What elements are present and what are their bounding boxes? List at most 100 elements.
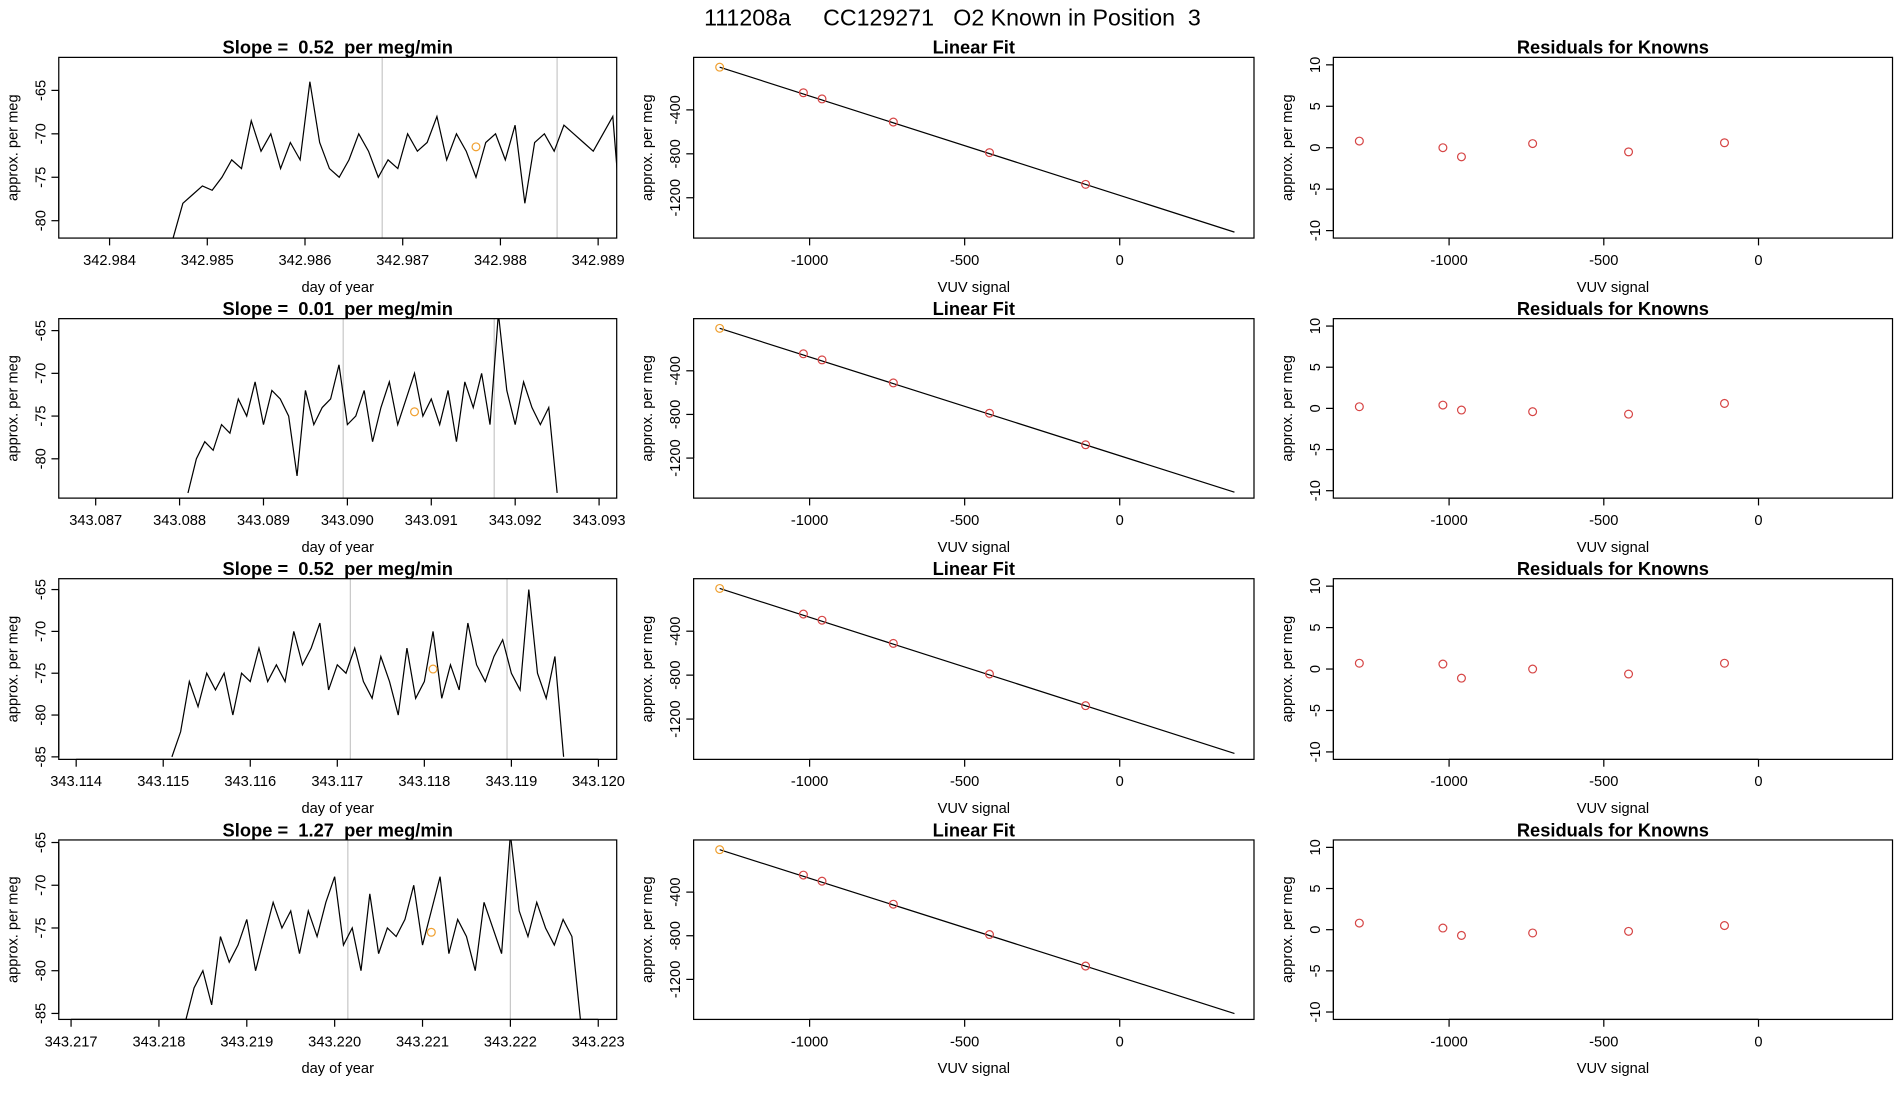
x-tick-label: 342.984 [83, 253, 136, 269]
y-axis-label: approx. per meg [1280, 616, 1296, 723]
panel: Linear Fit VUV signal approx. per meg -1000… [640, 37, 1255, 296]
data-line [187, 318, 558, 494]
x-tick-label: -1000 [791, 774, 828, 790]
data-line [171, 589, 565, 758]
x-tick-label: -500 [950, 1034, 979, 1050]
point [1438, 659, 1448, 669]
data-line [185, 839, 582, 1020]
point [1624, 926, 1634, 936]
y-tick-label: -5 [1308, 964, 1324, 977]
point [1719, 138, 1730, 148]
y-tick-label: -65 [33, 579, 49, 600]
fit-line [719, 66, 1235, 233]
plot-area [187, 318, 558, 499]
x-tick-label: 0 [1754, 253, 1762, 269]
plot-area [171, 578, 565, 760]
point [1719, 921, 1730, 931]
point [1456, 673, 1466, 683]
fit-line [719, 849, 1235, 1015]
point [1624, 409, 1634, 419]
point [1624, 147, 1634, 157]
point [888, 899, 898, 909]
y-axis-label: approx. per meg [640, 94, 656, 201]
x-tick-label: 343.087 [69, 513, 122, 529]
point [1081, 701, 1091, 711]
panel-title: Slope = 0.01 per meg/min [223, 298, 453, 319]
y-tick-label: -10 [1308, 741, 1324, 762]
plot-frame [58, 56, 618, 239]
known-point [428, 664, 438, 674]
x-tick-label: 343.119 [485, 774, 537, 790]
x-axis-label: VUV signal [938, 280, 1010, 296]
panel-title: Linear Fit [933, 558, 1015, 579]
plot-frame [1332, 839, 1894, 1021]
y-tick-label: 5 [1308, 884, 1324, 892]
x-tick-label: -1000 [1430, 513, 1467, 529]
panel-title: Slope = 1.27 per meg/min [223, 819, 453, 840]
x-tick-label: -1000 [1430, 1034, 1467, 1050]
y-tick-label: -65 [33, 832, 49, 853]
panel: Slope = 0.52 per meg/min day of year appro… [5, 37, 624, 296]
x-tick-label: 342.985 [181, 253, 234, 269]
y-axis-label: approx. per meg [5, 355, 21, 462]
panel-title: Linear Fit [933, 819, 1015, 840]
point [798, 88, 808, 98]
plot-frame [1332, 318, 1894, 499]
panel-title: Slope = 0.52 per meg/min [223, 37, 453, 58]
point [1354, 136, 1364, 146]
point [1528, 407, 1538, 417]
y-tick-label: -800 [668, 921, 684, 950]
x-tick-label: 0 [1754, 774, 1762, 790]
x-tick-label: 343.114 [50, 774, 102, 790]
point [984, 669, 994, 679]
x-tick-label: 343.120 [572, 774, 625, 790]
plot-frame [693, 578, 1255, 760]
x-axis-label: VUV signal [1577, 280, 1649, 296]
y-tick-label: 0 [1308, 926, 1324, 934]
point [817, 876, 827, 886]
x-tick-label: -1000 [1430, 253, 1467, 269]
x-tick-label: 0 [1116, 1034, 1124, 1050]
x-axis-label: day of year [302, 801, 375, 817]
x-tick-label: 0 [1116, 513, 1124, 529]
y-tick-label: -75 [33, 167, 49, 188]
x-axis-label: VUV signal [938, 801, 1010, 817]
y-tick-label: -400 [668, 95, 684, 124]
point [817, 355, 827, 365]
point [1456, 405, 1466, 415]
y-tick-label: -400 [668, 617, 684, 646]
y-tick-label: -800 [668, 139, 684, 168]
plot-area [715, 845, 1235, 1015]
known-point [426, 927, 436, 937]
y-tick-label: -80 [33, 704, 49, 725]
point [1528, 664, 1538, 674]
x-tick-label: 343.219 [220, 1034, 273, 1050]
x-axis-label: day of year [302, 280, 375, 296]
x-tick-label: 343.115 [137, 774, 189, 790]
plot-area [715, 323, 1235, 493]
y-tick-label: 0 [1308, 665, 1324, 673]
y-tick-label: 10 [1308, 57, 1324, 73]
x-tick-label: 343.088 [153, 513, 206, 529]
plot-frame [58, 318, 618, 499]
y-tick-label: -75 [33, 663, 49, 684]
plot-area [1354, 136, 1730, 162]
panel: Residuals for Knowns VUV signal approx. pe… [1280, 37, 1894, 296]
y-axis-label: approx. per meg [1280, 876, 1296, 983]
y-tick-label: -85 [33, 1003, 49, 1024]
y-tick-label: -400 [668, 877, 684, 906]
plot-area [185, 839, 582, 1020]
y-tick-label: -65 [33, 320, 49, 341]
x-tick-label: 343.092 [489, 513, 542, 529]
panel: Slope = 0.01 per meg/min day of year appro… [5, 298, 625, 556]
point [798, 349, 808, 359]
point [1456, 930, 1466, 940]
plot-area [172, 57, 617, 239]
x-tick-label: 343.217 [45, 1034, 98, 1050]
y-tick-label: -5 [1308, 443, 1324, 456]
x-tick-label: 343.091 [405, 513, 458, 529]
point [888, 378, 898, 388]
panel: Slope = 0.52 per meg/min day of year appro… [5, 558, 625, 817]
point [798, 870, 808, 880]
point [888, 638, 898, 648]
